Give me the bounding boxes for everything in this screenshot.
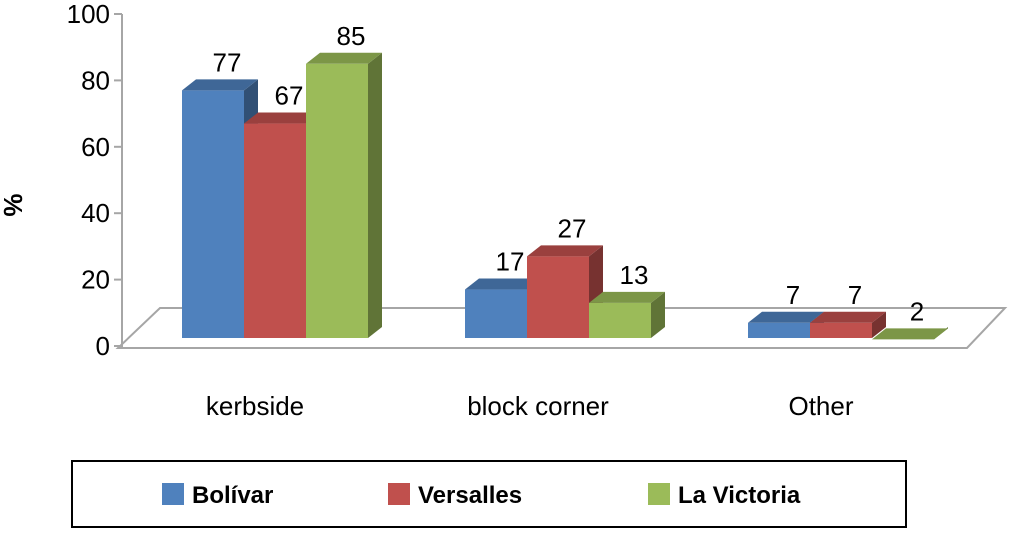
bar-kerbside-2 — [306, 52, 382, 339]
bar-front — [589, 302, 651, 338]
bar-top — [306, 52, 382, 64]
bar-top — [182, 79, 258, 91]
category-labels: kerbside block corner Other — [206, 391, 854, 421]
category-label: kerbside — [206, 391, 304, 421]
data-label: 67 — [275, 81, 304, 111]
y-tick-label: 20 — [81, 265, 110, 295]
bar-other-2 — [872, 327, 948, 340]
bar-top — [244, 112, 320, 124]
bar-front — [748, 322, 810, 338]
category-label: Other — [788, 391, 853, 421]
bar-side — [651, 291, 665, 338]
y-tick-label: 80 — [81, 65, 110, 95]
data-label: 2 — [910, 296, 924, 326]
bar-top — [589, 291, 665, 303]
y-axis: 0 20 40 60 80 100 — [67, 0, 123, 361]
legend: Bolívar Versalles La Victoria — [71, 460, 907, 528]
bar-front — [244, 123, 306, 338]
bar-front — [182, 90, 244, 338]
bar-side — [872, 311, 886, 338]
legend-swatch — [648, 483, 670, 505]
data-label: 7 — [786, 280, 800, 310]
y-tick-label: 100 — [67, 0, 110, 29]
bar-top — [465, 278, 541, 290]
bar-top — [810, 311, 886, 323]
legend-swatch — [388, 483, 410, 505]
data-label: 77 — [213, 47, 242, 77]
bar-other-1 — [810, 311, 886, 338]
category-label: block corner — [467, 391, 609, 421]
bar-top — [748, 311, 824, 323]
legend-label: Bolívar — [192, 482, 273, 509]
bar-side — [368, 52, 382, 339]
legend-swatch — [162, 483, 184, 505]
legend-box — [71, 460, 907, 528]
y-tick-label: 40 — [81, 198, 110, 228]
y-axis-title: % — [0, 193, 28, 216]
data-label: 27 — [558, 213, 587, 243]
bar-top — [527, 245, 603, 257]
bar-block-corner-2 — [589, 291, 665, 338]
bar-front — [306, 63, 368, 339]
legend-label: La Victoria — [678, 482, 801, 509]
bar-top — [872, 328, 948, 340]
bar-front — [527, 256, 589, 338]
data-label: 85 — [337, 21, 366, 51]
data-label: 17 — [496, 247, 525, 277]
bar-front — [465, 289, 527, 338]
bar-front — [810, 322, 872, 338]
y-tick-label: 60 — [81, 132, 110, 162]
legend-label: Versalles — [418, 482, 522, 509]
data-label: 13 — [620, 260, 649, 290]
data-label: 7 — [848, 280, 862, 310]
bars — [182, 52, 948, 340]
y-tick-label: 0 — [96, 331, 110, 361]
